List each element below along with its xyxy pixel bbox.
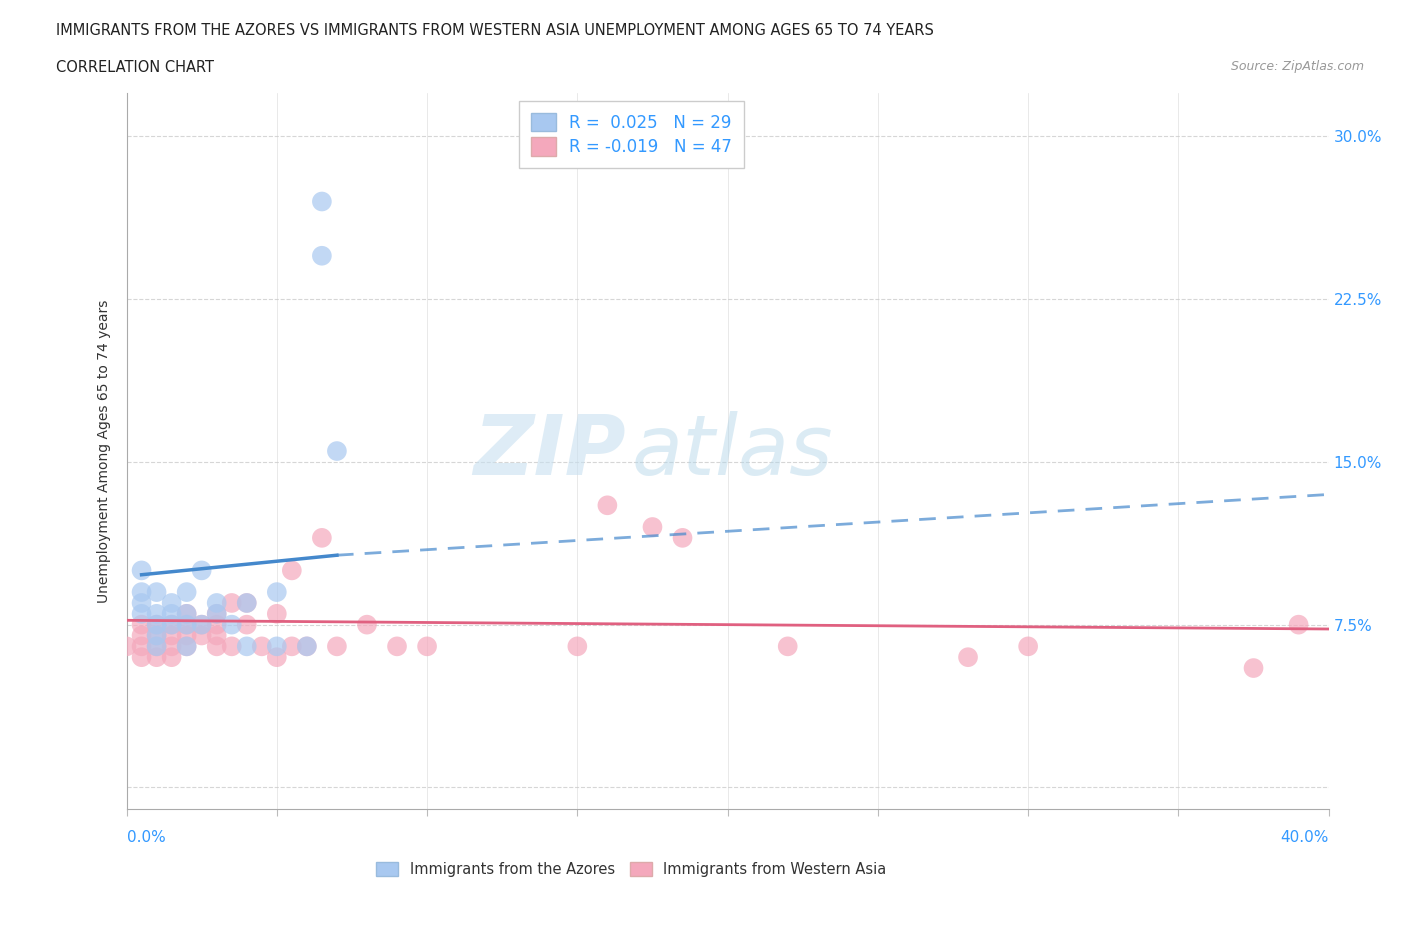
Point [326,444,349,458]
Point [235,595,259,610]
Point [281,639,304,654]
Text: CORRELATION CHART: CORRELATION CHART [56,60,214,75]
Point [131,606,153,621]
Point [190,563,212,578]
Point [671,530,693,545]
Text: atlas: atlas [631,410,834,492]
Point [176,628,198,643]
Point [266,606,288,621]
Point [145,628,167,643]
Point [641,520,664,535]
Point [145,606,167,621]
Point [145,639,167,654]
Point [235,639,259,654]
Point [776,639,799,654]
Point [235,618,259,632]
Point [145,639,167,654]
Point [160,595,183,610]
Point [131,650,153,665]
Point [160,606,183,621]
Point [205,618,228,632]
Point [356,618,378,632]
Point [176,618,198,632]
Point [250,639,273,654]
Point [176,639,198,654]
Point [311,194,333,209]
Point [205,606,228,621]
Point [160,618,183,632]
Point [221,595,243,610]
Point [567,639,589,654]
Point [145,618,167,632]
Point [266,639,288,654]
Text: 0.0%: 0.0% [127,830,166,844]
Point [131,585,153,600]
Point [131,618,153,632]
Point [956,650,979,665]
Point [295,639,318,654]
Point [190,628,212,643]
Point [205,628,228,643]
Point [131,563,153,578]
Point [131,639,153,654]
Point [596,498,619,512]
Point [176,639,198,654]
Point [176,606,198,621]
Point [131,595,153,610]
Point [115,639,138,654]
Point [281,563,304,578]
Point [266,585,288,600]
Point [1017,639,1039,654]
Point [176,585,198,600]
Point [221,639,243,654]
Text: 40.0%: 40.0% [1281,830,1329,844]
Point [326,639,349,654]
Point [205,639,228,654]
Point [221,618,243,632]
Point [145,628,167,643]
Text: Source: ZipAtlas.com: Source: ZipAtlas.com [1230,60,1364,73]
Point [145,650,167,665]
Point [160,639,183,654]
Legend: Immigrants from the Azores, Immigrants from Western Asia: Immigrants from the Azores, Immigrants f… [370,855,894,884]
Point [235,595,259,610]
Text: ZIP: ZIP [472,410,626,492]
Point [160,650,183,665]
Point [176,606,198,621]
Point [190,618,212,632]
Point [416,639,439,654]
Point [311,530,333,545]
Point [190,618,212,632]
Point [1288,618,1310,632]
Point [145,618,167,632]
Point [160,628,183,643]
Text: IMMIGRANTS FROM THE AZORES VS IMMIGRANTS FROM WESTERN ASIA UNEMPLOYMENT AMONG AG: IMMIGRANTS FROM THE AZORES VS IMMIGRANTS… [56,23,934,38]
Point [176,618,198,632]
Point [131,628,153,643]
Point [145,585,167,600]
Point [205,606,228,621]
Point [295,639,318,654]
Point [385,639,408,654]
Point [160,618,183,632]
Y-axis label: Unemployment Among Ages 65 to 74 years: Unemployment Among Ages 65 to 74 years [97,299,111,603]
Point [205,595,228,610]
Point [311,248,333,263]
Point [1243,660,1265,675]
Point [266,650,288,665]
